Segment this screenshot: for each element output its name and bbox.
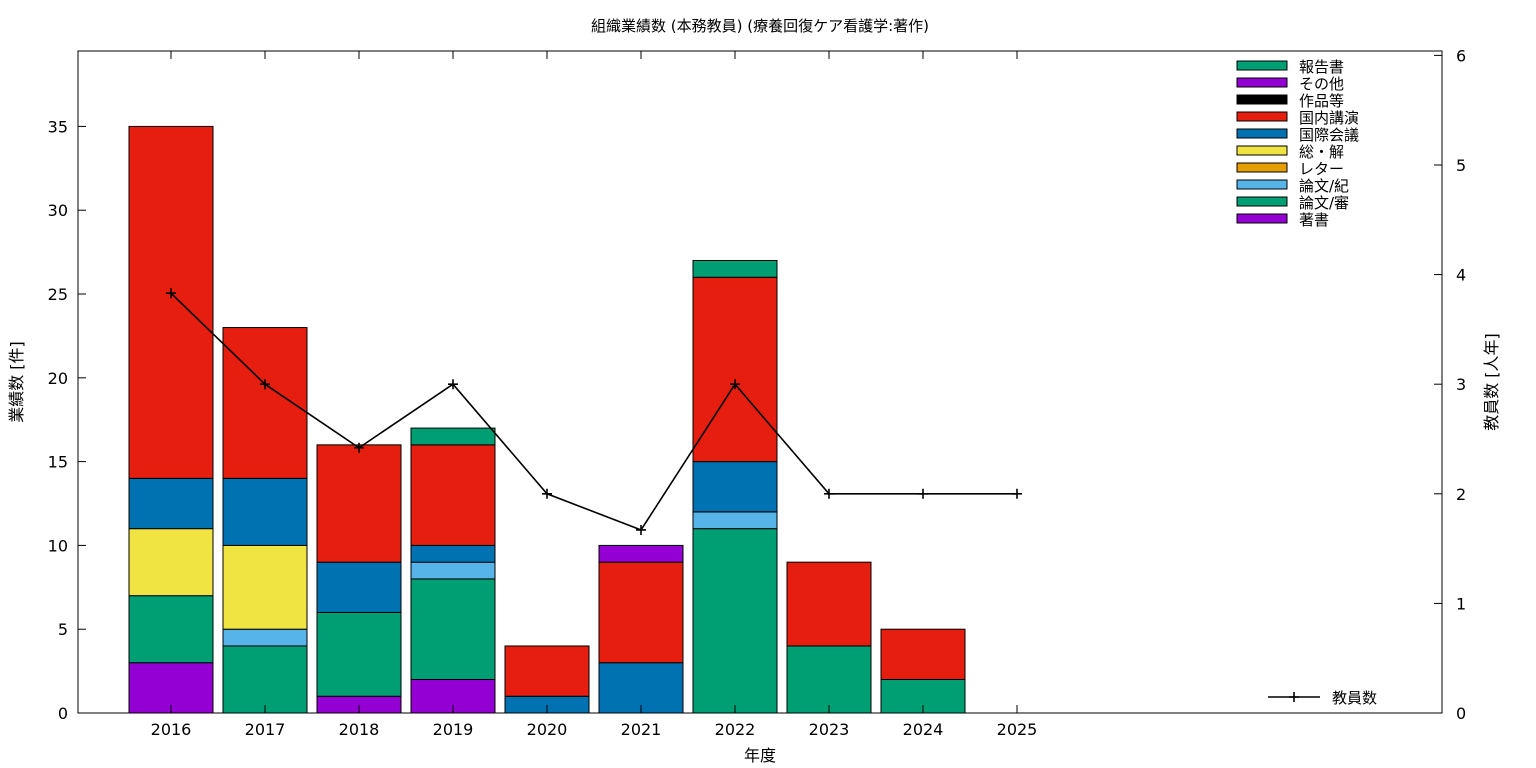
legend-label-2: 論文/紀 (1299, 177, 1349, 195)
bar-2019-series-6 (410, 444, 496, 546)
y-tick-label: 35 (48, 117, 68, 136)
legend-label-5: 国際会議 (1299, 126, 1359, 144)
bars-layer (128, 125, 966, 714)
y2-tick-label: 0 (1456, 704, 1466, 723)
legend-swatch-3 (1236, 162, 1288, 173)
y2-tick-label: 5 (1456, 156, 1466, 175)
bar-2016-series-4 (128, 528, 214, 597)
y2-axis-label: 教員数 [人年] (1482, 333, 1501, 431)
bar-2022-series-9 (692, 259, 778, 278)
plot-frame (77, 50, 1443, 714)
chart-title: 組織業績数 (本務教員) (療養回復ケア看護学:著作) (591, 17, 929, 35)
bar-2018-series-1 (316, 611, 402, 697)
y2-tick-label: 1 (1456, 594, 1466, 613)
line-point-2019 (448, 379, 458, 390)
x-tick-label: 2016 (151, 720, 192, 739)
legend-swatch-2 (1236, 179, 1288, 190)
y-tick-label: 25 (48, 285, 68, 304)
bar-2022-series-1 (692, 528, 778, 714)
legend-label-8: その他 (1299, 75, 1344, 93)
y2-tick-label: 6 (1456, 46, 1466, 65)
bar-2016-series-6 (128, 125, 214, 479)
line-point-2017 (260, 379, 270, 390)
line-point-2022 (730, 379, 740, 390)
bar-2022-series-6 (692, 276, 778, 463)
x-tick-label: 2024 (903, 720, 944, 739)
y2-tick-label: 3 (1456, 375, 1466, 394)
legend-swatch-5 (1236, 128, 1288, 139)
bar-2020-series-6 (504, 645, 590, 697)
bar-2021-series-8 (598, 544, 684, 563)
legend-label-6: 国内講演 (1299, 109, 1359, 127)
x-tick-label: 2023 (809, 720, 850, 739)
x-tick-label: 2021 (621, 720, 662, 739)
x-tick-label: 2020 (527, 720, 568, 739)
legend-swatch-0 (1236, 213, 1288, 224)
bar-2017-series-1 (222, 645, 308, 714)
legend-swatch-4 (1236, 145, 1288, 156)
legend-label-9: 報告書 (1299, 58, 1344, 76)
y2-tick-label: 4 (1456, 266, 1466, 285)
bar-2016-series-1 (128, 595, 214, 664)
bar-2019-series-9 (410, 427, 496, 446)
bar-2016-series-5 (128, 477, 214, 530)
bar-2018-series-5 (316, 561, 402, 613)
bar-2018-series-6 (316, 444, 402, 563)
bar-2017-series-6 (222, 327, 308, 479)
x-tick-label: 2022 (715, 720, 756, 739)
y-tick-label: 30 (48, 201, 68, 220)
y-tick-label: 5 (58, 620, 68, 639)
line-layer (166, 288, 1022, 535)
bar-2019-series-2 (410, 561, 496, 580)
bar-2022-series-5 (692, 461, 778, 513)
legend-line-marker (1289, 692, 1299, 702)
bar-2023-series-1 (786, 645, 872, 714)
bar-2022-series-2 (692, 511, 778, 530)
bar-2024-series-6 (880, 628, 966, 680)
bar-2017-series-2 (222, 628, 308, 647)
legend-label-3: レター (1299, 160, 1344, 178)
legend-swatch-8 (1236, 77, 1288, 88)
bar-2017-series-4 (222, 544, 308, 630)
line-point-2025 (1012, 488, 1022, 499)
legend-swatch-7 (1236, 94, 1288, 105)
x-axis-label: 年度 (744, 746, 776, 765)
bar-2016-series-0 (128, 662, 214, 714)
y2-tick-label: 2 (1456, 485, 1466, 504)
bar-2021-series-5 (598, 662, 684, 714)
bar-2019-series-1 (410, 578, 496, 680)
line-point-2018 (354, 442, 364, 453)
x-tick-label: 2018 (339, 720, 380, 739)
line-point-2016 (166, 288, 176, 299)
legend-label-0: 著書 (1299, 211, 1329, 229)
legend-swatch-9 (1236, 60, 1288, 71)
y-tick-label: 20 (48, 369, 68, 388)
legend-label-1: 論文/審 (1299, 194, 1349, 212)
legend-line-label: 教員数 (1332, 689, 1377, 707)
legend-swatch-6 (1236, 111, 1288, 122)
y-axis-label: 業績数 [件] (7, 341, 26, 423)
line-point-2023 (824, 488, 834, 499)
legend-label-4: 総・解 (1299, 143, 1344, 161)
y-tick-label: 10 (48, 536, 68, 555)
y-tick-label: 15 (48, 453, 68, 472)
x-tick-label: 2025 (997, 720, 1038, 739)
line-point-2024 (918, 488, 928, 499)
x-tick-label: 2017 (245, 720, 286, 739)
bar-2023-series-6 (786, 561, 872, 647)
line-series-path (170, 292, 1017, 531)
legend-swatch-1 (1236, 196, 1288, 207)
bar-2021-series-6 (598, 561, 684, 664)
bar-2017-series-5 (222, 477, 308, 546)
line-point-2021 (636, 524, 646, 535)
x-tick-label: 2019 (433, 720, 474, 739)
line-point-2020 (542, 488, 552, 499)
bar-2019-series-5 (410, 544, 496, 563)
legend-label-7: 作品等 (1299, 92, 1344, 110)
y-tick-label: 0 (58, 704, 68, 723)
